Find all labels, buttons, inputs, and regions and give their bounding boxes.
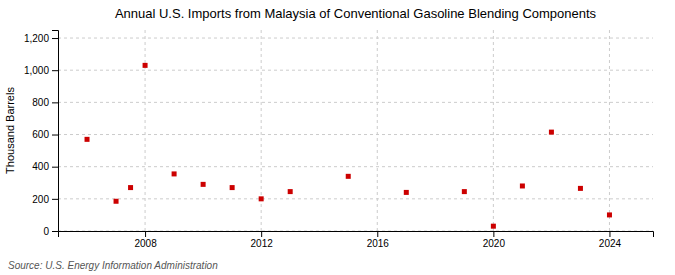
y-axis-label: Thousand Barrels	[4, 87, 16, 174]
tick-label: 1,000	[24, 65, 49, 76]
tick: 600	[32, 129, 58, 140]
tick: 2020	[483, 231, 506, 249]
tick-mark	[52, 102, 58, 103]
point	[607, 212, 612, 217]
source-note: Source: U.S. Energy Information Administ…	[8, 260, 218, 271]
grid-line	[58, 198, 653, 199]
tick-label: 0	[43, 226, 49, 237]
chart: 2008 2012 2016 2020 2024 0 200 400 600 800 1,000 1,…	[0, 0, 675, 275]
tick-mark	[52, 70, 58, 71]
point	[201, 182, 206, 187]
tick-mark	[609, 231, 610, 237]
tick-label: 200	[32, 194, 49, 205]
tick: 2012	[251, 231, 274, 249]
grid-line	[58, 38, 653, 39]
tick-mark	[52, 231, 58, 232]
tick: 2016	[367, 231, 390, 249]
tick-label: 600	[32, 129, 49, 140]
tick-mark	[145, 231, 146, 237]
point	[128, 185, 133, 190]
grid-line	[58, 102, 653, 103]
point	[491, 224, 496, 229]
tick: 1,200	[24, 33, 58, 44]
y-axis: 0 200 400 600 800 1,000 1,200	[24, 31, 59, 237]
tick-label: 2008	[134, 238, 157, 249]
point	[114, 199, 119, 204]
tick-mark	[52, 135, 58, 136]
tick: 200	[32, 194, 58, 205]
title: Annual U.S. Imports from Malaysia of Con…	[115, 6, 597, 21]
tick-mark	[52, 199, 58, 200]
grid-line	[493, 30, 494, 231]
tick: 0	[43, 226, 58, 237]
axis-line	[52, 31, 59, 232]
grid-line	[145, 30, 146, 231]
grid-line	[609, 30, 610, 231]
point	[288, 189, 293, 194]
points	[85, 63, 612, 229]
tick-label: 1,200	[24, 33, 49, 44]
tick-label: 2012	[251, 238, 274, 249]
point	[404, 190, 409, 195]
tick: 800	[32, 97, 58, 108]
tick: 400	[32, 161, 58, 172]
tick-label: 2016	[367, 238, 390, 249]
tick-label: 2020	[483, 238, 506, 249]
axis-line	[59, 232, 654, 238]
point	[549, 130, 554, 135]
grid-line	[58, 134, 653, 135]
tick-mark	[493, 231, 494, 237]
point	[578, 186, 583, 191]
grid-line	[58, 166, 653, 167]
point	[230, 185, 235, 190]
tick-mark	[52, 38, 58, 39]
tick-mark	[377, 231, 378, 237]
plot: 2008 2012 2016 2020 2024 0 200 400 600 800 1,000 1,…	[24, 30, 654, 249]
tick-mark	[52, 167, 58, 168]
point	[520, 183, 525, 188]
tick: 1,000	[24, 65, 58, 76]
point	[462, 189, 467, 194]
grid-line	[377, 30, 378, 231]
grid	[58, 30, 653, 231]
point	[143, 63, 148, 68]
point	[259, 196, 264, 201]
tick-mark	[261, 231, 262, 237]
tick-label: 2024	[599, 238, 622, 249]
tick-label: 800	[32, 97, 49, 108]
point	[172, 171, 177, 176]
point	[85, 137, 90, 142]
x-axis: 2008 2012 2016 2020 2024	[59, 231, 654, 249]
grid-line	[58, 70, 653, 71]
tick: 2008	[134, 231, 157, 249]
tick: 2024	[599, 231, 622, 249]
point	[346, 174, 351, 179]
tick-label: 400	[32, 161, 49, 172]
